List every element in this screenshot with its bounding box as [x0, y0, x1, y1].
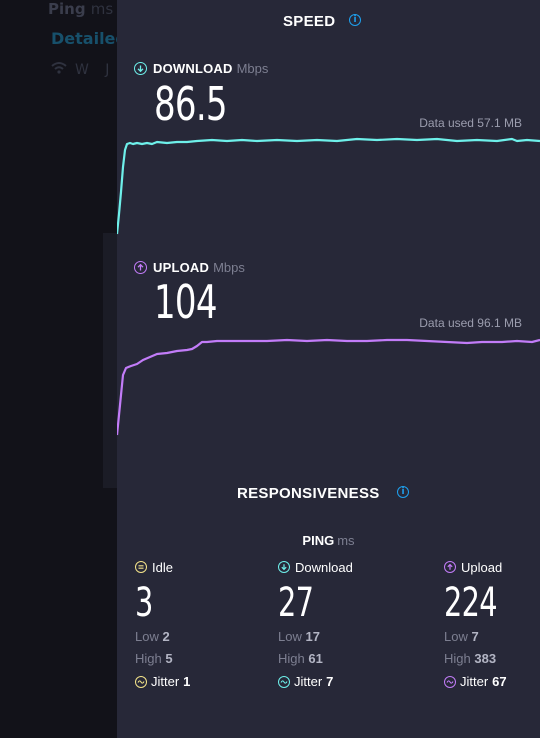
ping-idle-column: Idle 3 Low 2 High 5 Jitter 1 [135, 558, 190, 689]
download-unit: Mbps [236, 61, 269, 76]
ping-header: PING ms [302, 533, 355, 548]
download-high: High 61 [278, 651, 323, 666]
download-data-used: Data used 57.1 MB [419, 116, 522, 130]
ping-upload-header: Upload [444, 558, 517, 576]
speed-detail-panel: SPEED i DOWNLOAD Mbps 86.5 Data used 57.… [117, 0, 540, 738]
upload-speed-value: 104 [154, 275, 217, 329]
upload-unit: Mbps [213, 260, 245, 275]
download-ping-value: 27 [278, 580, 314, 626]
download-speed-graph [117, 137, 540, 235]
ping-download-header: Download [278, 558, 353, 576]
jitter-icon [135, 675, 147, 688]
upload-low: Low 7 [444, 629, 479, 644]
upload-speed-graph [117, 338, 540, 436]
ping-download-column: Download 27 Low 17 High 61 Jitter 7 [278, 558, 353, 689]
download-label: DOWNLOAD [153, 61, 233, 76]
download-low: Low 17 [278, 629, 320, 644]
idle-jitter: Jitter 1 [135, 674, 190, 689]
upload-label: UPLOAD [153, 260, 210, 275]
responsiveness-title: RESPONSIVENESS [237, 485, 380, 502]
upload-jitter: Jitter 67 [444, 674, 517, 689]
download-arrow-icon [278, 561, 290, 573]
wifi-icon [51, 62, 67, 74]
speed-info-icon[interactable]: i [349, 14, 361, 26]
upload-header: UPLOAD Mbps [134, 260, 245, 275]
upload-high: High 383 [444, 651, 497, 666]
jitter-icon [444, 675, 456, 688]
download-speed-value: 86.5 [154, 77, 228, 131]
idle-high: High 5 [135, 651, 173, 666]
download-graph-line [117, 137, 540, 235]
upload-arrow-icon [444, 561, 456, 573]
bg-detailed-link[interactable]: Detailed [51, 29, 127, 48]
download-jitter: Jitter 7 [278, 674, 353, 689]
idle-low: Low 2 [135, 629, 170, 644]
upload-data-used: Data used 96.1 MB [419, 316, 522, 330]
bg-ping-label: Ping ms [48, 0, 114, 18]
download-arrow-icon [134, 62, 147, 75]
idle-ping-value: 3 [135, 580, 153, 626]
jitter-icon [278, 675, 290, 688]
speed-title: SPEED [283, 13, 336, 30]
upload-ping-value: 224 [444, 580, 498, 626]
idle-header: Idle [135, 558, 190, 576]
upload-graph-line [117, 338, 540, 436]
ping-upload-column: Upload 224 Low 7 High 383 Jitter 67 [444, 558, 517, 689]
download-header: DOWNLOAD Mbps [134, 61, 268, 76]
idle-icon [135, 561, 147, 573]
upload-arrow-icon [134, 261, 147, 274]
responsiveness-info-icon[interactable]: i [397, 486, 409, 498]
